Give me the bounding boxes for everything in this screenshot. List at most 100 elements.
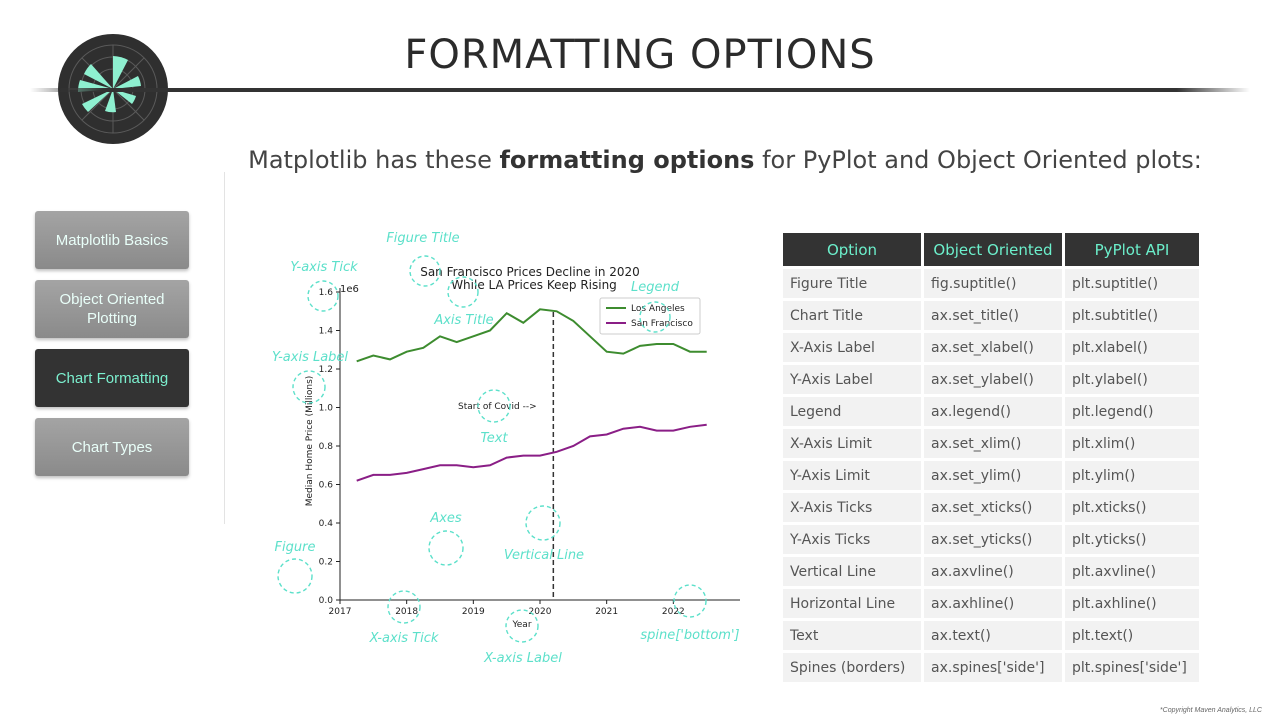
chart-title-line2: While LA Prices Keep Rising <box>451 278 617 292</box>
option-cell: Y-Axis Limit <box>783 461 921 490</box>
table-row: X-Axis Limit ax.set_xlim() plt.xlim() <box>783 429 1199 458</box>
pyplot-api-cell: plt.legend() <box>1065 397 1199 426</box>
slide-title: FORMATTING OPTIONS <box>404 32 876 78</box>
polar-chart-icon <box>68 44 158 134</box>
x-tick-label: 2017 <box>329 607 352 617</box>
table-header-row: Option Object Oriented PyPlot API <box>783 233 1199 266</box>
pyplot-api-cell: plt.text() <box>1065 621 1199 650</box>
table-row: Y-Axis Limit ax.set_ylim() plt.ylim() <box>783 461 1199 490</box>
option-cell: Y-Axis Ticks <box>783 525 921 554</box>
table-row: X-Axis Label ax.set_xlabel() plt.xlabel() <box>783 333 1199 362</box>
annotation-axis-title: Axis Title <box>433 313 493 328</box>
object-oriented-cell: ax.axhline() <box>924 589 1062 618</box>
option-cell: Text <box>783 621 921 650</box>
object-oriented-cell: ax.set_xlim() <box>924 429 1062 458</box>
option-cell: Horizontal Line <box>783 589 921 618</box>
pyplot-api-cell: plt.ylabel() <box>1065 365 1199 394</box>
annotated-line-chart: 0.0 0.2 0.4 0.6 0.8 1.0 1.2 1.4 1.6 2017 2018 2019 2… <box>272 231 740 666</box>
object-oriented-cell: ax.set_ylabel() <box>924 365 1062 394</box>
sidebar-item-object-oriented-plotting[interactable]: Object Oriented Plotting <box>35 280 189 338</box>
object-oriented-cell: ax.set_ylim() <box>924 461 1062 490</box>
option-cell: X-Axis Label <box>783 333 921 362</box>
y-tick-label: 1.2 <box>319 365 333 375</box>
object-oriented-cell: ax.text() <box>924 621 1062 650</box>
plot-layer: 0.0 0.2 0.4 0.6 0.8 1.0 1.2 1.4 1.6 2017 2018 2019 2… <box>319 288 740 617</box>
annotation-spine-bottom: spine['bottom'] <box>640 628 739 643</box>
axes-marker <box>428 530 464 566</box>
sidebar-item-label: Object Oriented Plotting <box>59 291 165 327</box>
object-oriented-cell: ax.set_xlabel() <box>924 333 1062 362</box>
option-cell: Chart Title <box>783 301 921 330</box>
table-row: X-Axis Ticks ax.set_xticks() plt.xticks() <box>783 493 1199 522</box>
figure-title-marker <box>409 255 441 287</box>
table-row: Chart Title ax.set_title() plt.subtitle() <box>783 301 1199 330</box>
table-body: Figure Title fig.suptitle() plt.suptitle()… <box>783 269 1199 682</box>
y-tick-label: 1.0 <box>319 404 334 414</box>
annotation-y-axis-label: Y-axis Label <box>272 350 348 365</box>
table-row: Horizontal Line ax.axhline() plt.axhline() <box>783 589 1199 618</box>
x-tick-label: 2018 <box>395 607 418 617</box>
annotation-legend: Legend <box>631 280 680 295</box>
pyplot-api-cell: plt.ylim() <box>1065 461 1199 490</box>
option-cell: Legend <box>783 397 921 426</box>
table-row: Legend ax.legend() plt.legend() <box>783 397 1199 426</box>
option-cell: Y-Axis Label <box>783 365 921 394</box>
y-tick-label: 0.8 <box>319 442 334 452</box>
spine-bottom-marker <box>673 584 707 618</box>
legend-label-san-francisco: San Francisco <box>631 319 693 329</box>
x-tick-label: 2019 <box>462 607 485 617</box>
legend-marker <box>639 301 671 333</box>
option-cell: Figure Title <box>783 269 921 298</box>
pyplot-api-cell: plt.axvline() <box>1065 557 1199 586</box>
object-oriented-cell: ax.set_xticks() <box>924 493 1062 522</box>
x-axis-label-marker <box>505 609 539 643</box>
copyright-notice: *Copyright Maven Analytics, LLC <box>1159 707 1262 714</box>
y-axis-label: Median Home Price (Millions) <box>305 376 315 507</box>
sidebar-item-label: Matplotlib Basics <box>55 231 169 249</box>
y-tick-label: 0.0 <box>319 596 334 606</box>
x-axis-label: Year <box>511 620 531 630</box>
object-oriented-cell: ax.legend() <box>924 397 1062 426</box>
annotation-x-axis-tick: X-axis Tick <box>369 631 439 646</box>
table-row: Text ax.text() plt.text() <box>783 621 1199 650</box>
header-pyplot-api: PyPlot API <box>1065 233 1199 266</box>
covid-text-annotation: Start of Covid --> <box>458 402 537 412</box>
y-offset-label: 1e6 <box>340 284 359 295</box>
chart-title-line1: San Francisco Prices Decline in 2020 <box>420 265 640 279</box>
y-tick-label: 0.4 <box>319 519 334 529</box>
series-line-san-francisco <box>356 423 707 482</box>
pyplot-api-cell: plt.xlabel() <box>1065 333 1199 362</box>
table-row: Vertical Line ax.axvline() plt.axvline() <box>783 557 1199 586</box>
table-row: Figure Title fig.suptitle() plt.suptitle() <box>783 269 1199 298</box>
formatting-options-table: Option Object Oriented PyPlot API Figure… <box>780 230 1202 685</box>
y-tick-label: 0.6 <box>319 481 334 491</box>
x-tick-label: 2020 <box>529 607 552 617</box>
sidebar-item-chart-types[interactable]: Chart Types <box>35 418 189 476</box>
object-oriented-cell: ax.set_title() <box>924 301 1062 330</box>
y-tick-label: 0.2 <box>319 558 333 568</box>
sidebar-item-matplotlib-basics[interactable]: Matplotlib Basics <box>35 211 189 269</box>
table-row: Y-Axis Label ax.set_ylabel() plt.ylabel() <box>783 365 1199 394</box>
annotation-text: Text <box>480 431 508 446</box>
y-tick-label: 1.4 <box>319 327 334 337</box>
pyplot-api-cell: plt.xlim() <box>1065 429 1199 458</box>
annotation-figure-title: Figure Title <box>386 231 459 246</box>
chart-title-marker <box>447 276 479 308</box>
annotation-axes: Axes <box>429 511 462 526</box>
chart-legend: Los Angeles San Francisco <box>599 297 701 335</box>
table-row: Spines (borders) ax.spines['side'] plt.spi… <box>783 653 1199 682</box>
subtitle-prefix: Matplotlib has these <box>248 146 500 174</box>
x-tick-label: 2022 <box>662 607 685 617</box>
subtitle-bold: formatting options <box>499 146 755 174</box>
series-line-los-angeles <box>356 308 707 363</box>
legend-label-los-angeles: Los Angeles <box>631 304 685 314</box>
pyplot-api-cell: plt.spines['side'] <box>1065 653 1199 682</box>
pyplot-api-cell: plt.yticks() <box>1065 525 1199 554</box>
object-oriented-cell: ax.set_yticks() <box>924 525 1062 554</box>
object-oriented-cell: fig.suptitle() <box>924 269 1062 298</box>
option-cell: Vertical Line <box>783 557 921 586</box>
annotation-vertical-line: Vertical Line <box>504 548 584 563</box>
slide-subtitle: Matplotlib has these formatting options … <box>0 146 1280 174</box>
sidebar-item-chart-formatting[interactable]: Chart Formatting <box>35 349 189 407</box>
annotation-figure: Figure <box>275 540 316 555</box>
